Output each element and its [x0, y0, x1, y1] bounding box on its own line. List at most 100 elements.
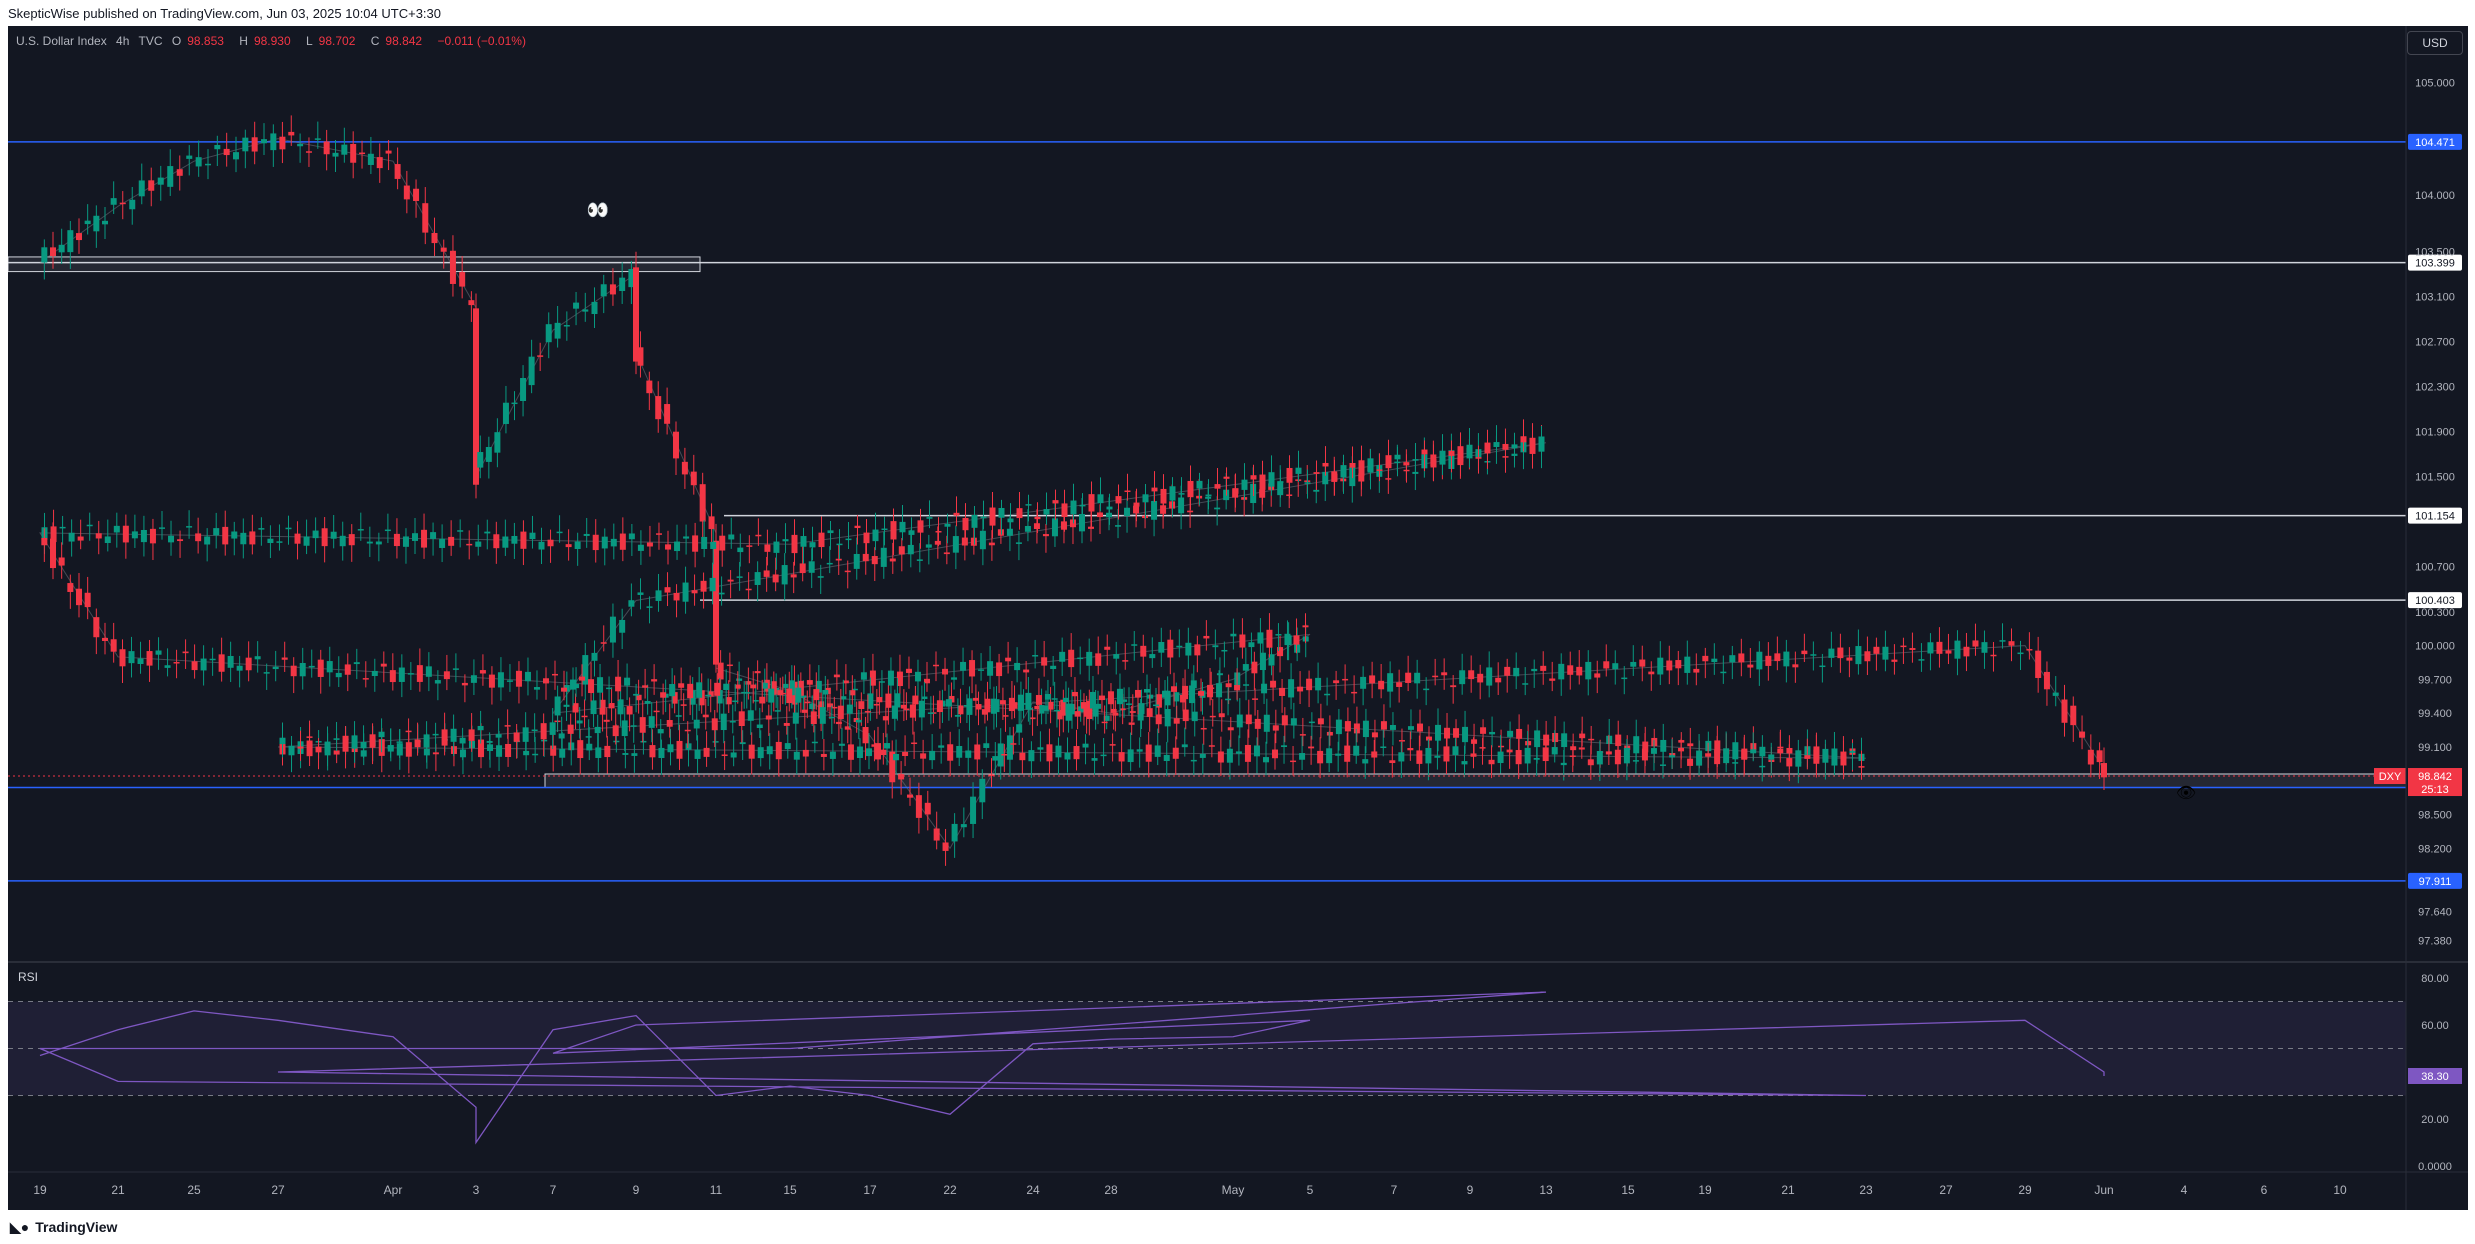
candle-body [887, 670, 894, 686]
candle-body [666, 720, 673, 727]
candle-body [891, 705, 898, 719]
candle-body [254, 656, 261, 660]
candle-body [800, 695, 807, 698]
chart-svg[interactable]: 104.471103.399101.154100.40398.74097.911… [8, 26, 2468, 1210]
candle-body [1043, 509, 1050, 515]
candle-body [1005, 657, 1012, 662]
candle-body [308, 665, 315, 668]
candle-body [732, 700, 739, 703]
low-label: L [305, 34, 313, 48]
candle-body [745, 681, 752, 685]
candle-body [782, 683, 789, 688]
candle-body [987, 661, 994, 676]
candle-body [1149, 654, 1156, 659]
candle-body [1262, 757, 1269, 763]
candle-body [1666, 660, 1673, 671]
candle-body [538, 541, 545, 550]
candle-body [231, 531, 238, 539]
candle-body [1594, 673, 1601, 678]
candle-body [554, 322, 561, 339]
candle-body [648, 716, 655, 728]
candle-body [680, 704, 687, 706]
candle-body [783, 723, 790, 726]
level-tag-text: 101.154 [2415, 511, 2455, 523]
candle-body [820, 753, 827, 757]
candle-body [532, 753, 539, 756]
candle-body [900, 704, 907, 709]
candle-body [800, 536, 807, 547]
candle-body [1078, 514, 1085, 532]
candle-body [1270, 680, 1277, 688]
candle-body [664, 587, 671, 593]
candle-body [622, 753, 629, 755]
candle-body [1290, 718, 1297, 726]
candle-body [1576, 666, 1583, 676]
candle-body [1079, 504, 1086, 507]
candle-body [1450, 685, 1457, 688]
candle-body [736, 678, 743, 681]
time-tick: 27 [271, 1183, 285, 1197]
symbol-name[interactable]: U.S. Dollar Index [16, 34, 107, 48]
candle-body [473, 308, 479, 485]
candle-body [1138, 703, 1145, 715]
candle-body [1542, 747, 1549, 762]
candle-body [1041, 657, 1048, 666]
candle-body [882, 716, 889, 721]
candle-body [1060, 699, 1067, 716]
candle-body [786, 688, 793, 704]
chart-frame[interactable]: 104.471103.399101.154100.40398.74097.911… [8, 26, 2468, 1210]
candle-body [1909, 648, 1916, 650]
candle-body [341, 144, 348, 155]
tradingview-logo[interactable]: ◣● TradingView [10, 1219, 117, 1236]
candle-body [2087, 749, 2094, 765]
candle-body [1190, 680, 1197, 689]
candle-body [1308, 721, 1315, 724]
candle-body [1086, 651, 1093, 666]
candle-body [963, 705, 970, 707]
candle-body [669, 684, 676, 697]
candle-body [1849, 750, 1856, 753]
candle-body [297, 143, 304, 147]
candle-body [1154, 745, 1161, 757]
candle-body [522, 727, 529, 742]
candle-body [707, 691, 714, 697]
candle-body [1122, 660, 1129, 662]
candle-body [50, 526, 57, 543]
candle-body [1124, 507, 1131, 516]
candle-body [631, 753, 638, 756]
candle-body [2035, 650, 2042, 678]
candle-body [1468, 670, 1475, 680]
candle-body [1729, 655, 1736, 663]
candle-body [515, 670, 522, 687]
candle-body [1317, 718, 1324, 725]
candle-body [1050, 665, 1057, 670]
candle-body [1513, 667, 1520, 677]
symbol-interval[interactable]: 4h [116, 34, 130, 48]
candle-body [158, 527, 165, 529]
candle-body [1214, 484, 1221, 489]
candle-body [1151, 487, 1158, 492]
candle-body [1650, 748, 1657, 754]
candle-body [1002, 715, 1009, 717]
candle-body [552, 673, 558, 676]
candle-body [484, 531, 491, 534]
candle-body [1242, 664, 1249, 671]
candle-body [644, 700, 651, 704]
candle-body [1281, 715, 1288, 726]
candle-body [380, 663, 387, 667]
candle-body [1207, 684, 1214, 698]
candle-body [1461, 761, 1468, 765]
candle-body [903, 708, 910, 711]
candle-body [737, 547, 744, 553]
candle-body [1756, 651, 1763, 670]
candle-body [845, 538, 852, 541]
currency-button[interactable]: USD [2407, 31, 2463, 55]
candle-body [998, 507, 1005, 518]
candle-body [1248, 642, 1255, 648]
candle-body [692, 535, 699, 552]
price-tick: 98.200 [2418, 843, 2452, 855]
candle-body [633, 267, 639, 362]
candle-body [984, 698, 991, 713]
candle-body [833, 674, 840, 678]
candle-body [1226, 748, 1233, 763]
